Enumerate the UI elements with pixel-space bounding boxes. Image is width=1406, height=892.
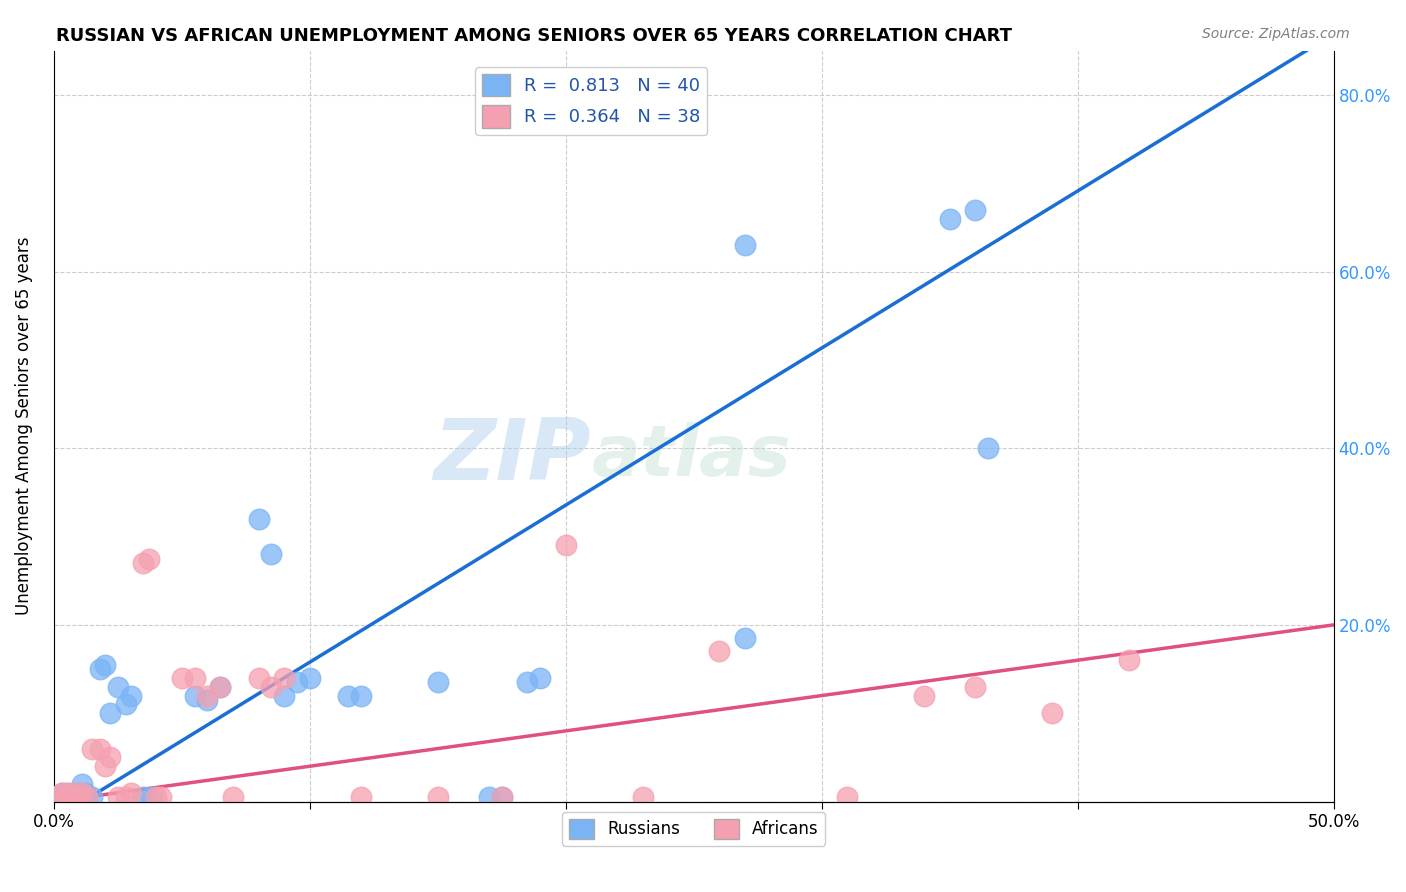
Point <box>58 786 80 800</box>
Point <box>1118 653 1140 667</box>
Point <box>247 671 270 685</box>
Point <box>94 657 117 672</box>
Point <box>98 706 121 721</box>
Point <box>55 790 77 805</box>
Point <box>529 671 551 685</box>
Point <box>70 777 93 791</box>
Point <box>350 689 373 703</box>
Point <box>89 662 111 676</box>
Text: RUSSIAN VS AFRICAN UNEMPLOYMENT AMONG SENIORS OVER 65 YEARS CORRELATION CHART: RUSSIAN VS AFRICAN UNEMPLOYMENT AMONG SE… <box>56 27 1012 45</box>
Point <box>426 675 449 690</box>
Point <box>273 671 295 685</box>
Text: ZIP: ZIP <box>433 415 592 498</box>
Point <box>76 790 98 805</box>
Point <box>132 790 155 805</box>
Point <box>183 671 205 685</box>
Point <box>120 786 142 800</box>
Point <box>76 790 98 805</box>
Point <box>53 790 76 805</box>
Point <box>631 790 654 805</box>
Point <box>912 689 935 703</box>
Point <box>965 680 987 694</box>
Point <box>734 631 756 645</box>
Point <box>260 547 283 561</box>
Point <box>70 786 93 800</box>
Point <box>938 211 960 226</box>
Point <box>260 680 283 694</box>
Point <box>132 556 155 570</box>
Text: atlas: atlas <box>592 422 792 491</box>
Point <box>63 786 86 800</box>
Point <box>55 786 77 800</box>
Point <box>107 680 129 694</box>
Point <box>183 689 205 703</box>
Point <box>426 790 449 805</box>
Point <box>1040 706 1063 721</box>
Point <box>94 759 117 773</box>
Point <box>82 790 104 805</box>
Point <box>145 790 167 805</box>
Point <box>170 671 193 685</box>
Point <box>298 671 321 685</box>
Point <box>350 790 373 805</box>
Point <box>51 786 73 800</box>
Y-axis label: Unemployment Among Seniors over 65 years: Unemployment Among Seniors over 65 years <box>15 237 32 615</box>
Point <box>197 689 219 703</box>
Point <box>66 790 89 805</box>
Point <box>222 790 245 805</box>
Point <box>67 786 90 800</box>
Point <box>114 698 136 712</box>
Point <box>285 675 308 690</box>
Point <box>98 750 121 764</box>
Point <box>977 441 1000 455</box>
Point <box>138 551 160 566</box>
Point <box>965 202 987 217</box>
Point <box>60 790 83 805</box>
Text: Source: ZipAtlas.com: Source: ZipAtlas.com <box>1202 27 1350 41</box>
Point <box>709 644 731 658</box>
Point <box>837 790 859 805</box>
Point <box>89 741 111 756</box>
Point <box>107 790 129 805</box>
Point <box>45 790 67 805</box>
Point <box>491 790 513 805</box>
Point <box>51 786 73 800</box>
Point <box>139 790 162 805</box>
Point <box>516 675 538 690</box>
Point <box>45 790 67 805</box>
Point <box>67 790 90 805</box>
Point <box>150 790 173 805</box>
Point <box>247 512 270 526</box>
Point <box>554 538 576 552</box>
Point <box>478 790 501 805</box>
Point <box>73 786 96 800</box>
Point <box>114 790 136 805</box>
Point <box>734 238 756 252</box>
Point <box>337 689 360 703</box>
Point <box>120 689 142 703</box>
Point <box>197 693 219 707</box>
Point <box>209 680 232 694</box>
Point <box>63 786 86 800</box>
Point <box>273 689 295 703</box>
Point <box>209 680 232 694</box>
Legend: Russians, Africans: Russians, Africans <box>562 812 825 846</box>
Point <box>491 790 513 805</box>
Point <box>82 741 104 756</box>
